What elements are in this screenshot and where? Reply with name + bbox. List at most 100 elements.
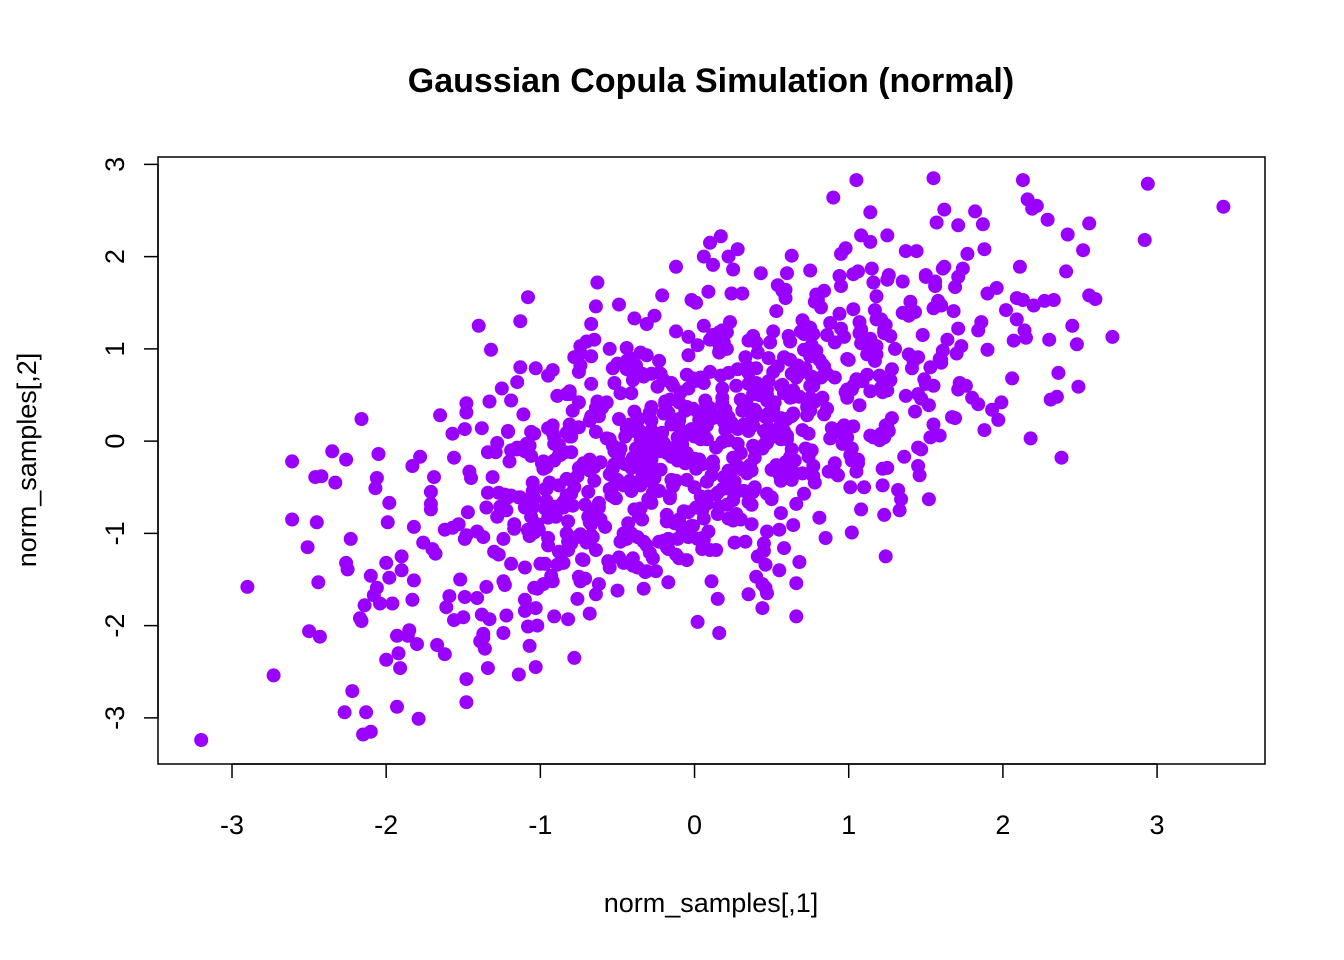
data-point [343,531,358,546]
data-point [1040,212,1055,227]
data-point [551,544,566,559]
data-point [713,229,728,244]
data-point [721,463,736,478]
data-point [402,623,417,638]
data-point [644,400,659,414]
data-point [761,351,776,366]
data-point [1042,332,1057,347]
data-point [460,505,475,520]
data-point [564,536,579,551]
data-point [669,547,683,562]
data-point [1015,173,1030,188]
data-point [285,512,300,527]
data-point [834,246,848,261]
data-point [517,560,532,575]
data-point [895,274,910,289]
data-point [285,454,300,469]
data-point [693,432,708,447]
data-point [536,454,551,469]
data-point [439,600,454,615]
data-point [406,519,421,534]
data-point [413,449,428,464]
data-point [744,517,759,532]
data-point [567,350,582,365]
data-point [499,608,514,623]
data-point [724,286,739,301]
data-point [588,424,603,439]
data-point [1105,329,1120,344]
data-point [696,532,711,547]
data-point [837,429,852,444]
data-point [698,393,713,408]
data-point [382,495,397,510]
data-point [729,507,744,521]
data-point [474,421,489,436]
data-point [869,289,884,304]
data-point [571,395,586,410]
data-point [547,609,562,624]
data-point [604,483,619,497]
y-axis: -3 -2 -1 0 1 2 3 [100,157,159,730]
data-point [476,530,491,545]
data-point [844,525,859,540]
data-point [756,536,771,551]
data-point [516,407,531,422]
data-point [530,618,545,633]
data-point [1071,379,1086,394]
data-point [457,590,472,604]
data-point [727,535,742,550]
data-point [760,486,774,501]
data-point [775,377,790,392]
data-point [561,612,576,627]
data-point [607,457,622,472]
data-point [300,540,315,555]
data-point [851,264,865,279]
data-point [593,512,608,527]
data-point [437,522,452,537]
data-point [960,246,975,261]
data-point [755,601,770,616]
data-point [769,304,784,319]
data-point [491,547,506,562]
data-point [747,450,762,465]
data-point [525,500,540,515]
x-tick-label: 3 [1150,810,1165,840]
data-point [482,612,497,627]
y-tick-label: 1 [100,341,130,356]
data-point [638,565,653,580]
data-point [613,386,628,401]
data-point [423,484,438,499]
data-point [339,452,354,467]
data-point [559,471,574,486]
data-point [735,419,750,434]
data-point [770,359,785,374]
data-point [624,526,639,541]
data-point [1025,201,1040,216]
data-point [571,569,586,584]
data-point [681,329,696,344]
data-point [977,423,992,438]
data-point [726,262,741,277]
data-point [710,591,725,606]
data-point [749,376,764,390]
data-point [507,521,522,536]
data-point [522,638,537,653]
data-point [337,705,352,720]
data-point [517,603,532,618]
data-point [642,430,657,445]
data-point [807,475,822,490]
data-point [456,610,471,625]
data-point [693,374,708,389]
data-point [494,381,509,396]
data-point [588,587,603,602]
data-point [650,379,665,394]
data-point [379,652,394,667]
data-point [582,531,597,545]
data-point [394,563,409,578]
data-point [786,407,801,422]
data-point [750,549,765,564]
data-point [817,407,832,422]
data-point [1069,337,1084,352]
data-point [846,302,861,317]
data-point [881,424,896,438]
